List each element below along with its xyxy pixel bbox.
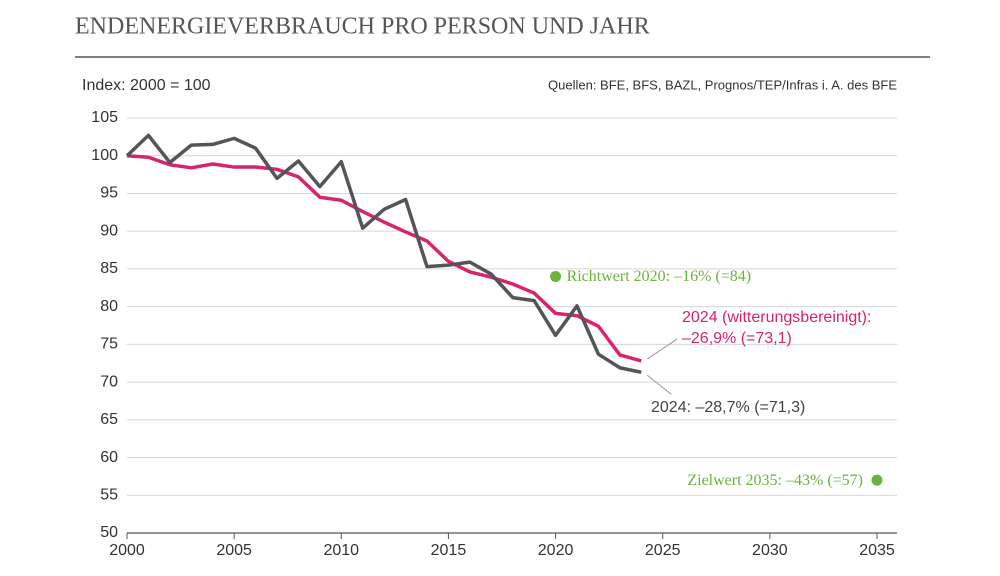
series-line [126, 153, 642, 363]
y-axis-label: Index: 2000 = 100 [82, 77, 211, 94]
y-tick-label: 60 [100, 449, 118, 466]
y-tick-label: 65 [100, 411, 118, 428]
leader-line [646, 374, 672, 395]
x-tick-label: 2015 [431, 542, 467, 559]
x-tick-label: 2010 [323, 542, 359, 559]
annotation-text: 2024 (witterungsbereinigt): [682, 309, 871, 326]
annotation-text: 2024: –28,7% (=71,3) [651, 399, 805, 416]
target-label: Richtwert 2020: –16% (=84) [567, 268, 752, 285]
x-tick-label: 2000 [109, 542, 145, 559]
target-marker [550, 270, 562, 282]
x-tick-label: 2020 [538, 542, 574, 559]
x-tick-label: 2005 [216, 542, 252, 559]
y-tick-label: 75 [100, 336, 118, 353]
y-tick-label: 95 [100, 185, 118, 202]
annotation-text: –26,9% (=73,1) [682, 330, 792, 347]
series-line [125, 133, 642, 374]
y-tick-label: 100 [91, 147, 118, 164]
y-tick-label: 90 [100, 222, 118, 239]
y-tick-label: 85 [100, 260, 118, 277]
target-label: Zielwert 2035: –43% (=57) [687, 472, 863, 489]
y-tick-label: 55 [100, 486, 118, 503]
chart-title: ENDENERGIEVERBRAUCH PRO PERSON UND JAHR [75, 14, 650, 40]
y-tick-label: 105 [91, 109, 118, 126]
y-tick-label: 80 [100, 298, 118, 315]
y-tick-label: 50 [100, 524, 118, 541]
source-note: Quellen: BFE, BFS, BAZL, Prognos/TEP/Inf… [548, 77, 897, 92]
leader-line [647, 338, 678, 360]
x-tick-label: 2030 [752, 542, 788, 559]
x-tick-label: 2025 [645, 542, 681, 559]
y-tick-label: 70 [100, 373, 118, 390]
target-marker [871, 474, 883, 486]
x-tick-label: 2035 [859, 542, 895, 559]
